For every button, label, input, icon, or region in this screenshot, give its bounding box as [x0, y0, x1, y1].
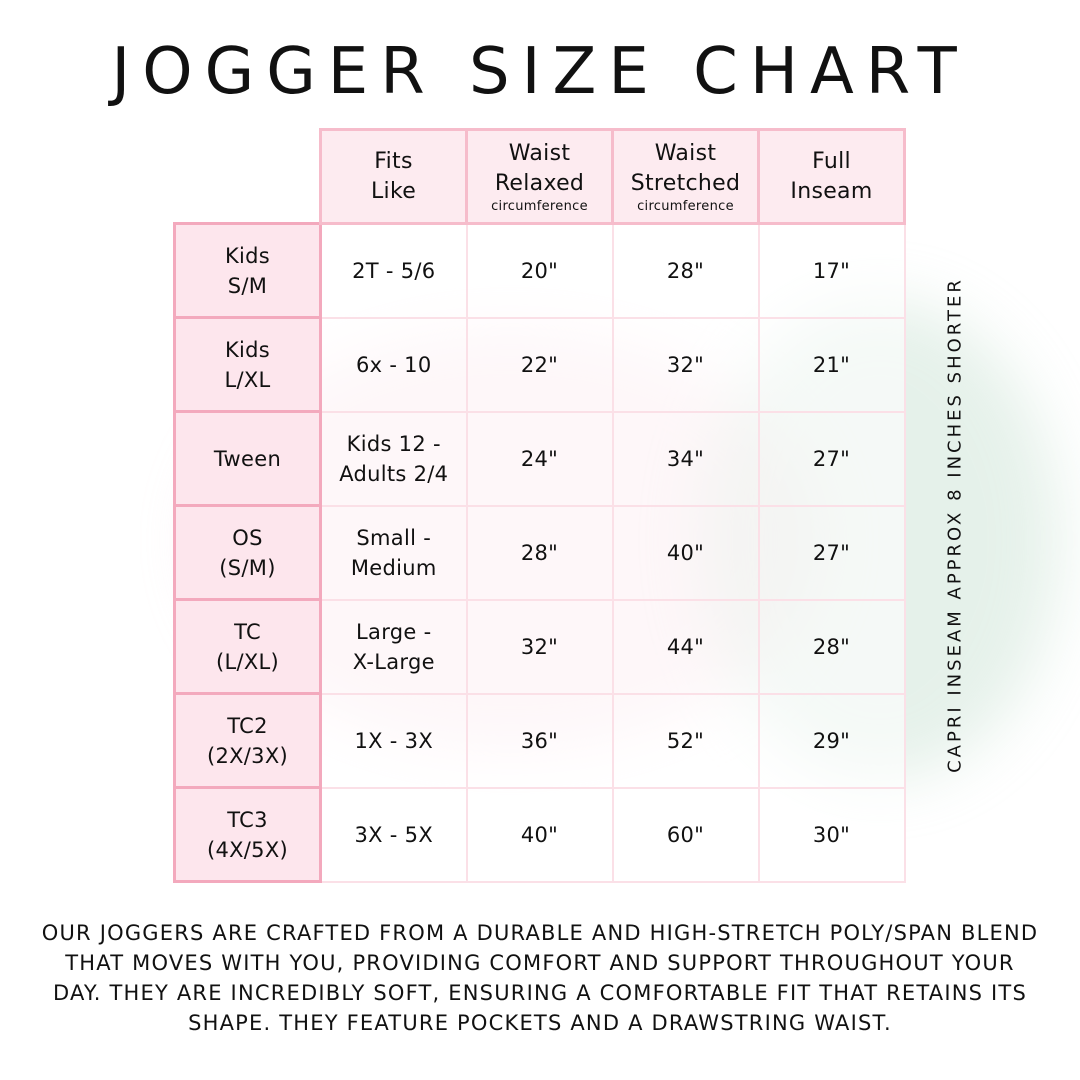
row-header-size: TC (L/XL)	[173, 598, 322, 695]
product-description: Our joggers are crafted from a durable a…	[41, 921, 1039, 1035]
cell-fits-like: Large - X-Large	[319, 598, 468, 695]
row-header-size: OS (S/M)	[173, 504, 322, 601]
cell-fits-like: Small - Medium	[319, 504, 468, 601]
table-row: Tween Kids 12 - Adults 2/4 24" 34" 27"	[173, 410, 906, 507]
header-line: Waist	[654, 140, 717, 166]
cell-waist-relaxed: 24"	[465, 410, 614, 507]
cell-waist-relaxed: 36"	[465, 692, 614, 789]
table-row: TC2 (2X/3X) 1X - 3X 36" 52" 29"	[173, 692, 906, 789]
cell-line: (S/M)	[219, 555, 276, 580]
row-header-size: Kids S/M	[173, 222, 322, 319]
cell-full-inseam: 21"	[757, 316, 906, 413]
cell-fits-like: 2T - 5/6	[319, 222, 468, 319]
table-row: Kids L/XL 6x - 10 22" 32" 21"	[173, 316, 906, 413]
header-line: Stretched	[630, 170, 741, 196]
cell-waist-relaxed: 28"	[465, 504, 614, 601]
row-header-size: Tween	[173, 410, 322, 507]
table-row: OS (S/M) Small - Medium 28" 40" 27"	[173, 504, 906, 601]
cell-line: (2X/3X)	[206, 743, 289, 768]
cell-fits-like: Kids 12 - Adults 2/4	[319, 410, 468, 507]
cell-line: Kids	[224, 243, 271, 268]
cell-full-inseam: 27"	[757, 504, 906, 601]
cell-waist-relaxed: 22"	[465, 316, 614, 413]
column-header-fits-like: Fits Like	[319, 128, 468, 225]
table-row: TC (L/XL) Large - X-Large 32" 44" 28"	[173, 598, 906, 695]
table-row: Kids S/M 2T - 5/6 20" 28" 17"	[173, 222, 906, 319]
cell-fits-like: 3X - 5X	[319, 786, 468, 883]
cell-waist-stretched: 34"	[611, 410, 760, 507]
cell-fits-like: 6x - 10	[319, 316, 468, 413]
header-line: Inseam	[790, 178, 873, 204]
cell-line: Large -	[356, 619, 432, 644]
cell-waist-stretched: 32"	[611, 316, 760, 413]
cell-full-inseam: 30"	[757, 786, 906, 883]
cell-line: X-Large	[352, 649, 435, 674]
size-chart-table: Fits Like Waist Relaxed circumference Waist…	[173, 128, 906, 883]
column-header-waist-stretched: Waist Stretched circumference	[611, 128, 760, 225]
capri-note: CAPRI INSEAM APPROX 8 INCHES SHORTER	[944, 277, 966, 773]
cell-line: TC	[234, 619, 261, 644]
cell-line: Medium	[350, 555, 437, 580]
cell-fits-like: 1X - 3X	[319, 692, 468, 789]
row-header-size: Kids L/XL	[173, 316, 322, 413]
cell-full-inseam: 29"	[757, 692, 906, 789]
cell-full-inseam: 28"	[757, 598, 906, 695]
corner-cell	[175, 130, 321, 224]
header-sub: circumference	[637, 198, 734, 214]
cell-line: L/XL	[224, 367, 271, 392]
column-header-full-inseam: Full Inseam	[757, 128, 906, 225]
cell-full-inseam: 17"	[757, 222, 906, 319]
header-line: Full	[812, 148, 851, 174]
header-line: Fits	[374, 148, 413, 174]
cell-waist-relaxed: 32"	[465, 598, 614, 695]
cell-line: 1X - 3X	[354, 728, 434, 753]
cell-line: TC3	[227, 807, 268, 832]
header-line: Waist	[508, 140, 571, 166]
row-header-size: TC2 (2X/3X)	[173, 692, 322, 789]
cell-waist-stretched: 52"	[611, 692, 760, 789]
table-row: TC3 (4X/5X) 3X - 5X 40" 60" 30"	[173, 786, 906, 883]
cell-line: 3X - 5X	[354, 822, 434, 847]
cell-line: Adults 2/4	[339, 461, 449, 486]
cell-waist-relaxed: 20"	[465, 222, 614, 319]
cell-waist-stretched: 28"	[611, 222, 760, 319]
column-header-waist-relaxed: Waist Relaxed circumference	[465, 128, 614, 225]
cell-waist-stretched: 60"	[611, 786, 760, 883]
header-row: Fits Like Waist Relaxed circumference Waist…	[175, 128, 906, 225]
header-sub: circumference	[491, 198, 588, 214]
page-title: JOGGER SIZE CHART	[111, 35, 969, 109]
header-line: Relaxed	[494, 170, 585, 196]
cell-line: TC2	[227, 713, 268, 738]
cell-line: 2T - 5/6	[352, 258, 436, 283]
cell-line: (4X/5X)	[206, 837, 289, 862]
cell-waist-stretched: 44"	[611, 598, 760, 695]
cell-line: (L/XL)	[215, 649, 280, 674]
cell-line: 6x - 10	[355, 352, 432, 377]
cell-line: Kids 12 -	[346, 431, 441, 456]
cell-waist-stretched: 40"	[611, 504, 760, 601]
header-line: Like	[370, 178, 417, 204]
cell-full-inseam: 27"	[757, 410, 906, 507]
cell-line: S/M	[227, 273, 268, 298]
cell-line: Kids	[224, 337, 271, 362]
row-header-size: TC3 (4X/5X)	[173, 786, 322, 883]
cell-waist-relaxed: 40"	[465, 786, 614, 883]
cell-line: Small -	[356, 525, 432, 550]
cell-line: Tween	[213, 446, 282, 471]
cell-line: OS	[232, 525, 263, 550]
